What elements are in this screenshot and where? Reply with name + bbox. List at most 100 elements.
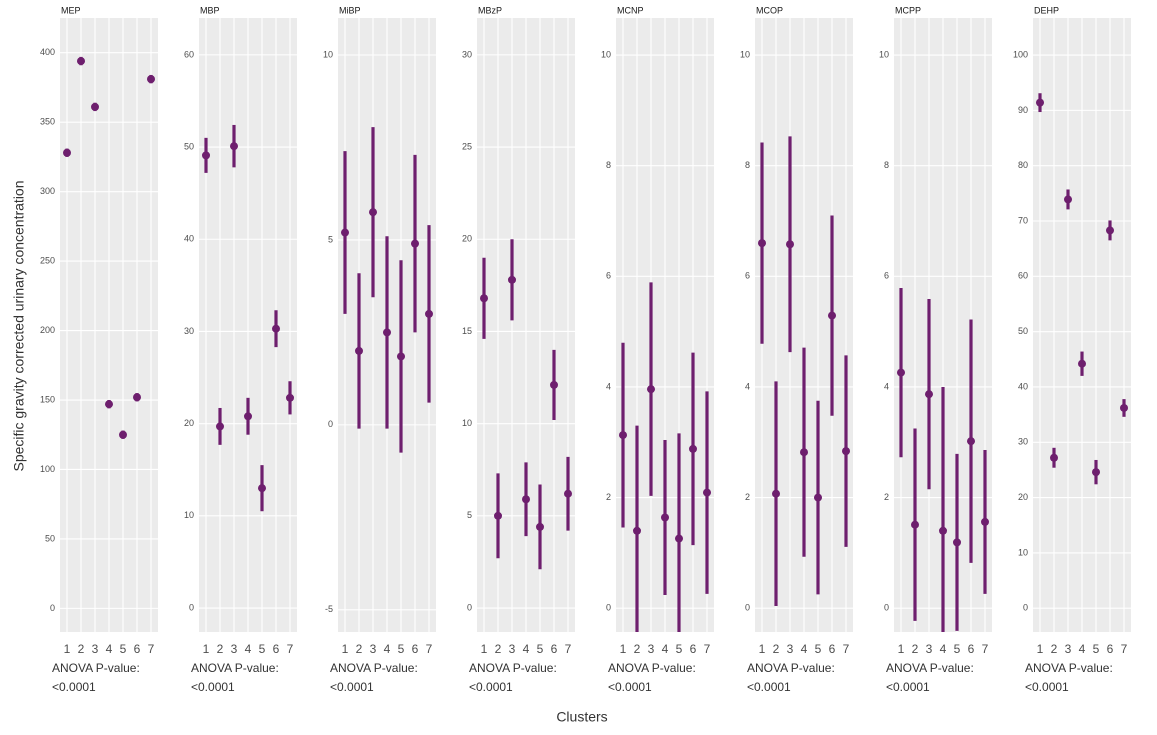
point: [550, 380, 558, 389]
y-tick-label: 10: [184, 510, 194, 520]
x-tick-label: 3: [926, 642, 933, 656]
annotation: ANOVA P-value:: [608, 661, 696, 675]
x-tick-label: 5: [120, 642, 127, 656]
point: [77, 57, 85, 66]
y-tick-label: 30: [1018, 437, 1028, 447]
point: [1106, 226, 1114, 235]
point: [675, 534, 683, 543]
x-tick-label: 7: [287, 642, 294, 656]
point: [703, 488, 711, 497]
y-tick-label: 2: [606, 492, 611, 502]
point: [661, 513, 669, 522]
y-tick-label: 10: [740, 49, 750, 59]
x-tick-label: 2: [217, 642, 224, 656]
annotation: ANOVA P-value:: [469, 661, 557, 675]
panel: MBP 0 10 20 30 40 50 60 1 2 3 4 5 6 7 ANOVA P-value: <0.…: [184, 5, 297, 694]
y-tick-label: 400: [40, 47, 55, 57]
y-tick-label: 4: [606, 381, 611, 391]
point: [480, 294, 488, 303]
x-tick-label: 7: [148, 642, 155, 656]
annotation: ANOVA P-value:: [191, 661, 279, 675]
x-tick-label: 4: [106, 642, 113, 656]
point: [230, 142, 238, 151]
point: [1036, 98, 1044, 107]
y-tick-label: 4: [745, 381, 750, 391]
point: [133, 393, 141, 402]
y-tick-label: 10: [462, 418, 472, 428]
y-tick-label: 4: [884, 381, 889, 391]
point: [425, 309, 433, 318]
point: [147, 75, 155, 84]
x-tick-label: 2: [634, 642, 641, 656]
point: [647, 385, 655, 394]
x-tick-label: 7: [565, 642, 572, 656]
marks: [897, 287, 989, 632]
y-tick-label: 10: [1018, 547, 1028, 557]
panel-title: MCPP: [895, 5, 921, 15]
x-tick-label: 3: [648, 642, 655, 656]
x-tick-label: 5: [398, 642, 405, 656]
x-tick-label: 6: [551, 642, 558, 656]
x-tick-label: 7: [426, 642, 433, 656]
y-tick-label: 0: [189, 602, 194, 612]
point: [508, 275, 516, 284]
x-tick-label: 6: [273, 642, 280, 656]
y-tick-label: 6: [884, 271, 889, 281]
y-tick-label: 20: [1018, 492, 1028, 502]
annotation: ANOVA P-value:: [52, 661, 140, 675]
x-tick-label: 5: [676, 642, 683, 656]
point: [981, 517, 989, 526]
x-tick-label: 6: [134, 642, 141, 656]
x-tick-label: 7: [704, 642, 711, 656]
x-tick-label: 4: [662, 642, 669, 656]
marks: [480, 239, 572, 570]
annotation: ANOVA P-value:: [330, 661, 418, 675]
y-tick-label: 5: [328, 234, 333, 244]
y-tick-label: 90: [1018, 105, 1028, 115]
y-tick-label: 40: [184, 234, 194, 244]
point: [494, 511, 502, 520]
x-tick-label: 2: [78, 642, 85, 656]
x-tick-label: 4: [940, 642, 947, 656]
x-tick-label: 1: [759, 642, 766, 656]
x-tick-label: 4: [384, 642, 391, 656]
y-tick-label: 20: [184, 418, 194, 428]
point: [828, 311, 836, 320]
y-tick-label: 80: [1018, 160, 1028, 170]
point: [758, 239, 766, 248]
point: [619, 431, 627, 440]
marks: [341, 127, 433, 453]
y-tick-label: 10: [879, 49, 889, 59]
y-tick-label: 100: [40, 464, 55, 474]
y-tick-label: 350: [40, 117, 55, 127]
point: [939, 526, 947, 535]
y-axis-title: Specific gravity corrected urinary conce…: [11, 180, 27, 471]
x-tick-label: 1: [64, 642, 71, 656]
point: [800, 448, 808, 457]
x-tick-label: 1: [898, 642, 905, 656]
y-tick-label: 15: [462, 326, 472, 336]
panel-title: MiBP: [339, 5, 361, 15]
y-tick-label: 70: [1018, 215, 1028, 225]
point: [91, 102, 99, 111]
y-tick-label: 0: [606, 603, 611, 613]
x-tick-label: 3: [231, 642, 238, 656]
y-tick-label: 30: [462, 49, 472, 59]
y-tick-label: 100: [1013, 49, 1028, 59]
y-tick-label: 0: [745, 603, 750, 613]
y-tick-label: 300: [40, 186, 55, 196]
point: [202, 151, 210, 160]
point: [689, 444, 697, 453]
point: [536, 522, 544, 531]
panel-title: MBP: [200, 5, 220, 15]
x-tick-label: 4: [245, 642, 252, 656]
annotation: <0.0001: [330, 680, 374, 694]
point: [286, 393, 294, 402]
y-tick-label: 0: [50, 603, 55, 613]
point: [814, 493, 822, 502]
x-tick-label: 7: [843, 642, 850, 656]
point: [897, 368, 905, 377]
y-tick-label: 8: [606, 160, 611, 170]
y-tick-label: 30: [184, 326, 194, 336]
